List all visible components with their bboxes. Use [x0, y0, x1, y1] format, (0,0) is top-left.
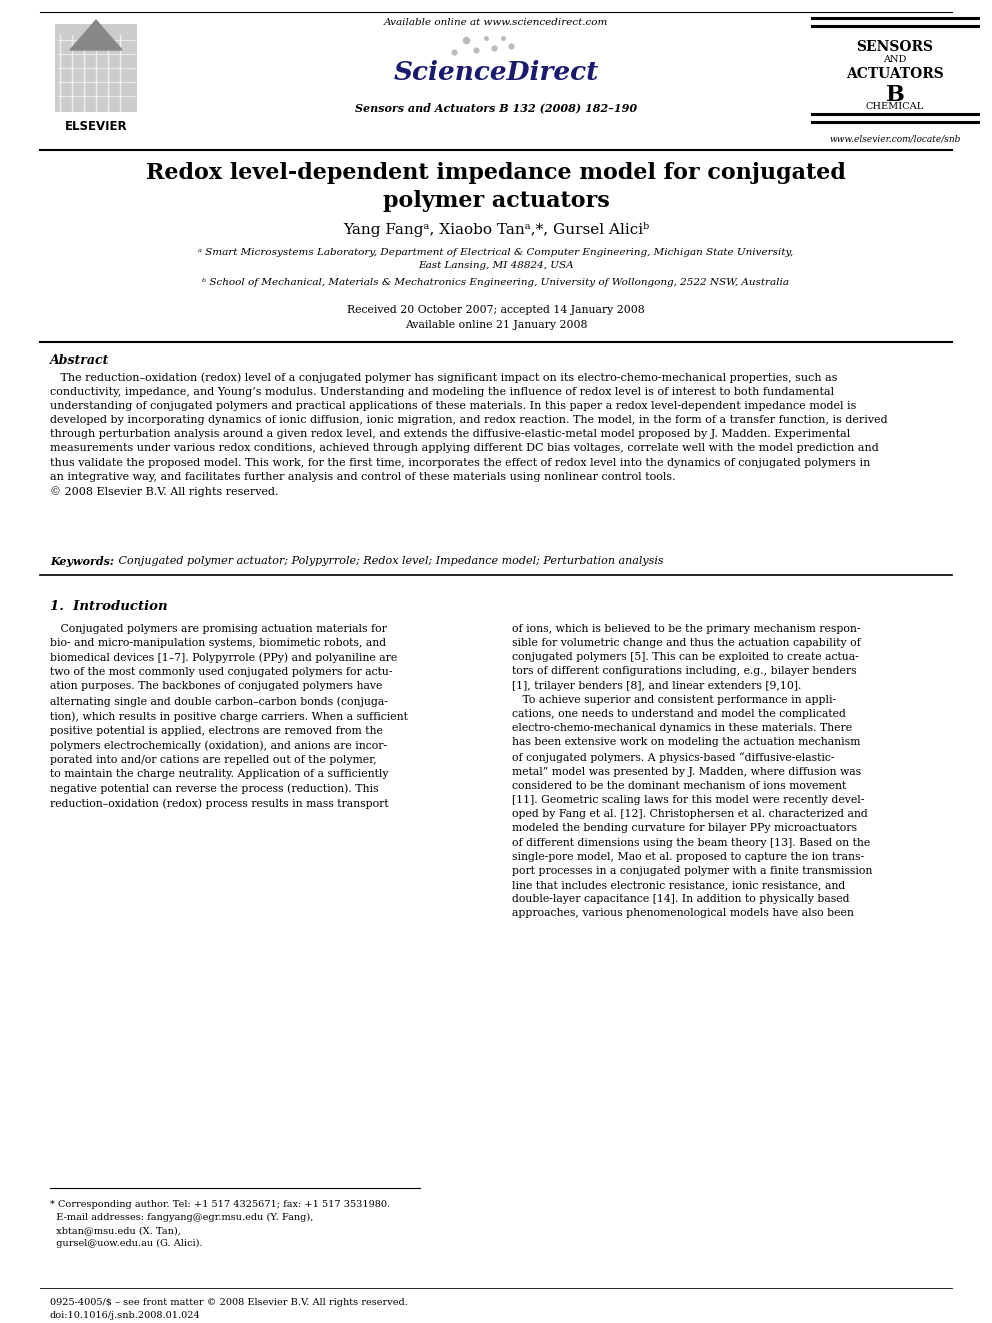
Text: doi:10.1016/j.snb.2008.01.024: doi:10.1016/j.snb.2008.01.024 [50, 1311, 200, 1320]
Text: Received 20 October 2007; accepted 14 January 2008: Received 20 October 2007; accepted 14 Ja… [347, 306, 645, 315]
Text: polymer actuators: polymer actuators [383, 191, 609, 212]
Text: xbtan@msu.edu (X. Tan),: xbtan@msu.edu (X. Tan), [50, 1226, 181, 1234]
Text: ACTUATORS: ACTUATORS [846, 67, 943, 81]
Text: AND: AND [883, 56, 907, 64]
Text: The reduction–oxidation (redox) level of a conjugated polymer has significant im: The reduction–oxidation (redox) level of… [50, 372, 888, 497]
Text: www.elsevier.com/locate/snb: www.elsevier.com/locate/snb [829, 134, 960, 143]
Text: Yang Fangᵃ, Xiaobo Tanᵃ,*, Gursel Aliciᵇ: Yang Fangᵃ, Xiaobo Tanᵃ,*, Gursel Aliciᵇ [343, 222, 649, 237]
Text: gursel@uow.edu.au (G. Alici).: gursel@uow.edu.au (G. Alici). [50, 1240, 202, 1248]
Text: ScienceDirect: ScienceDirect [394, 60, 598, 85]
Bar [55, 24, 137, 112]
Text: Conjugated polymers are promising actuation materials for
bio- and micro-manipul: Conjugated polymers are promising actuat… [50, 624, 408, 810]
Text: 1.  Introduction: 1. Introduction [50, 601, 168, 613]
Text: Keywords:: Keywords: [50, 556, 118, 568]
Polygon shape [70, 20, 122, 50]
Text: E-mail addresses: fangyang@egr.msu.edu (Y. Fang),: E-mail addresses: fangyang@egr.msu.edu (… [50, 1213, 313, 1222]
Text: of ions, which is believed to be the primary mechanism respon-
sible for volumet: of ions, which is believed to be the pri… [512, 624, 872, 918]
Text: Abstract: Abstract [50, 355, 109, 366]
Text: CHEMICAL: CHEMICAL [866, 102, 925, 111]
Text: ᵃ Smart Microsystems Laboratory, Department of Electrical & Computer Engineering: ᵃ Smart Microsystems Laboratory, Departm… [198, 247, 794, 270]
Text: Redox level-dependent impedance model for conjugated: Redox level-dependent impedance model fo… [146, 161, 846, 184]
Text: * Corresponding author. Tel: +1 517 4325671; fax: +1 517 3531980.: * Corresponding author. Tel: +1 517 4325… [50, 1200, 390, 1209]
Text: Sensors and Actuators B 132 (2008) 182–190: Sensors and Actuators B 132 (2008) 182–1… [355, 102, 637, 112]
Text: Available online 21 January 2008: Available online 21 January 2008 [405, 320, 587, 329]
Text: 0925-4005/$ – see front matter © 2008 Elsevier B.V. All rights reserved.: 0925-4005/$ – see front matter © 2008 El… [50, 1298, 408, 1307]
Text: Conjugated polymer actuator; Polypyrrole; Redox level; Impedance model; Perturba: Conjugated polymer actuator; Polypyrrole… [115, 556, 664, 566]
Text: B: B [886, 83, 905, 106]
Text: SENSORS: SENSORS [856, 40, 933, 54]
Text: ᵇ School of Mechanical, Materials & Mechatronics Engineering, University of Woll: ᵇ School of Mechanical, Materials & Mech… [202, 278, 790, 287]
Text: Available online at www.sciencedirect.com: Available online at www.sciencedirect.co… [384, 19, 608, 26]
Text: ELSEVIER: ELSEVIER [64, 120, 127, 134]
